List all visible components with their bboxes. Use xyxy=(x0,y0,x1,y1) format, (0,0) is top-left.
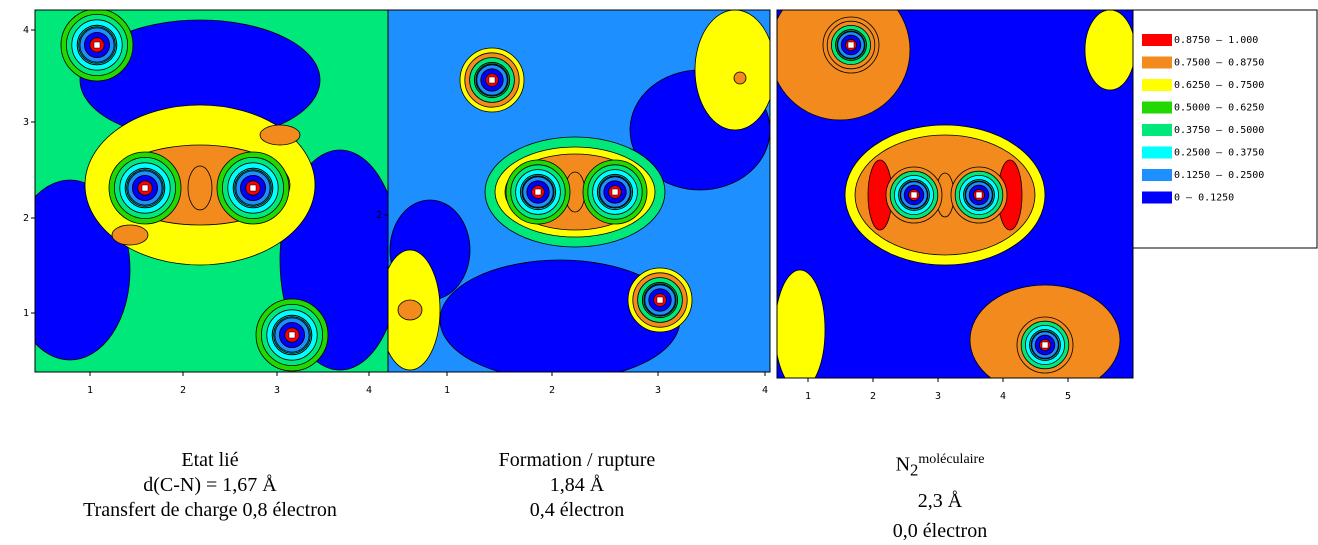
x-tick-label: 1 xyxy=(87,385,93,396)
legend-label: 0.3750 – 0.5000 xyxy=(1174,125,1264,136)
caption-line: Etat lié xyxy=(181,449,239,471)
contour-maps: 1 2 3 4 1 2 3 4 1 2 3 4 5 4 3 2 1 2 0.8750 – 1.000 0.7500 –… xyxy=(23,9,1318,402)
core xyxy=(93,41,101,49)
contour-line xyxy=(641,281,679,319)
contour-line xyxy=(124,167,166,209)
core xyxy=(611,188,619,196)
caption-3: N2moléculaire 2,3 Å 0,0 électron xyxy=(760,445,1120,545)
contour-line xyxy=(234,169,272,207)
x-tick-label: 3 xyxy=(935,391,941,402)
x-tick-label: 2 xyxy=(180,385,186,396)
x-tick-label: 4 xyxy=(366,385,372,396)
core xyxy=(488,76,496,84)
panel-frame xyxy=(387,9,771,373)
contour-region xyxy=(1084,10,1133,91)
contour-region xyxy=(694,10,770,131)
caption-line: 0,4 électron xyxy=(529,499,625,521)
caption-2: Formation / rupture 1,84 Å 0,4 électron xyxy=(397,448,757,523)
x-tick-label: 4 xyxy=(1000,391,1006,402)
contour-line xyxy=(271,314,313,356)
x-tick-label: 5 xyxy=(1065,391,1071,402)
legend-swatch xyxy=(1142,169,1172,181)
y-tick-label: 2 xyxy=(23,213,29,224)
core xyxy=(249,184,257,192)
contour-line xyxy=(598,175,632,209)
legend-swatch xyxy=(1142,124,1172,136)
contour-line xyxy=(1029,329,1061,361)
contour-line xyxy=(475,63,509,97)
caption-formula: N2moléculaire xyxy=(760,445,1120,486)
x-tick-label: 3 xyxy=(274,385,280,396)
y-tick-label: 3 xyxy=(23,117,29,128)
core xyxy=(656,296,664,304)
x-tick-label: 3 xyxy=(655,385,661,396)
contour-line xyxy=(899,180,929,210)
legend-label: 0.6250 – 0.7500 xyxy=(1174,80,1264,91)
core xyxy=(141,184,149,192)
caption-line: 1,84 Å xyxy=(549,474,605,496)
core xyxy=(1041,341,1049,349)
legend-swatch xyxy=(1142,56,1172,69)
legend-label: 0 – 0.1250 xyxy=(1174,193,1234,204)
legend-label: 0.5000 – 0.6250 xyxy=(1174,103,1264,114)
legend-swatch xyxy=(1142,79,1172,91)
legend-swatch xyxy=(1142,191,1172,204)
x-tick-label: 1 xyxy=(444,385,450,396)
legend-swatch xyxy=(1142,34,1172,46)
legend-label: 0.8750 – 1.000 xyxy=(1174,35,1258,46)
caption-line: d(C-N) = 1,67 Å xyxy=(143,474,277,496)
contour-line xyxy=(1030,330,1060,360)
legend-label: 0.2500 – 0.3750 xyxy=(1174,148,1264,159)
contour-line xyxy=(596,173,634,211)
contour-region xyxy=(777,269,826,378)
x-tick-label: 2 xyxy=(870,391,876,402)
core xyxy=(975,191,983,199)
legend-label: 0.1250 – 0.2500 xyxy=(1174,170,1264,181)
core xyxy=(534,188,542,196)
legend-label: 0.7500 – 0.8750 xyxy=(1174,58,1264,69)
contour-region xyxy=(259,124,301,146)
contour-region xyxy=(187,165,213,211)
superscript: moléculaire xyxy=(918,452,985,467)
contour-line xyxy=(643,283,677,317)
contour-line xyxy=(473,61,511,99)
contour-line xyxy=(964,180,994,210)
contour-line xyxy=(836,30,866,60)
legend-swatch xyxy=(1142,101,1172,114)
caption-line: Transfert de charge 0,8 électron xyxy=(83,499,337,521)
panel xyxy=(388,10,770,372)
y-tick-label: 2 xyxy=(376,210,382,221)
core xyxy=(847,41,855,49)
caption-line: 2,3 Å xyxy=(917,489,963,512)
caption-line: 0,0 électron xyxy=(892,519,988,542)
symbol: N xyxy=(895,453,911,476)
x-tick-label: 1 xyxy=(805,391,811,402)
contour-line xyxy=(232,167,274,209)
contour-region xyxy=(733,71,747,85)
contour-line xyxy=(126,169,164,207)
contour-region xyxy=(111,224,149,246)
contour-line xyxy=(963,179,995,211)
core xyxy=(288,331,296,339)
caption-1: Etat lié d(C-N) = 1,67 Å Transfert de ch… xyxy=(30,448,390,523)
panel xyxy=(777,10,1133,378)
contour-line xyxy=(78,26,116,64)
panel xyxy=(35,10,388,372)
y-tick-label: 4 xyxy=(23,25,29,36)
legend-swatch xyxy=(1142,146,1172,159)
y-tick-label: 1 xyxy=(23,308,29,319)
caption-line: Formation / rupture xyxy=(498,449,656,471)
contour-line xyxy=(898,179,930,211)
contour-line xyxy=(76,24,118,66)
x-tick-label: 2 xyxy=(549,385,555,396)
subscript: 2 xyxy=(910,460,919,480)
core xyxy=(910,191,918,199)
contour-region xyxy=(397,299,423,321)
contour-line xyxy=(519,173,557,211)
x-tick-label: 4 xyxy=(762,385,768,396)
contour-line xyxy=(521,175,555,209)
contour-line xyxy=(835,29,867,61)
contour-line xyxy=(273,316,311,354)
